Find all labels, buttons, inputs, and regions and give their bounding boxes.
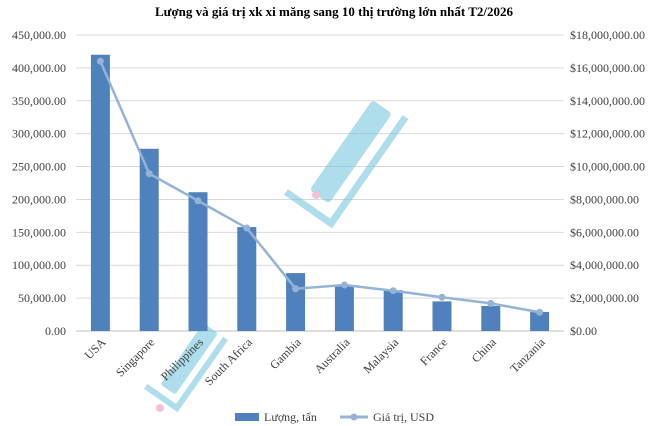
right-tick-label: $10,000,000.00 bbox=[570, 160, 645, 174]
bar-series bbox=[90, 54, 550, 331]
legend-marker-line bbox=[350, 413, 358, 421]
point-australia bbox=[340, 281, 348, 289]
legend-label-bar: Lượng, tấn bbox=[264, 410, 317, 424]
point-china bbox=[487, 299, 495, 307]
right-tick-label: $18,000,000.00 bbox=[570, 28, 645, 42]
legend-label-line: Giá trị, USD bbox=[373, 410, 434, 424]
bar-usa bbox=[90, 54, 110, 331]
x-tick-label: Tanzania bbox=[507, 335, 548, 376]
left-tick-label: 350,000.00 bbox=[12, 94, 66, 108]
point-gambia bbox=[292, 285, 300, 293]
bar-malaysia bbox=[383, 290, 403, 331]
point-tanzania bbox=[536, 308, 544, 316]
point-malaysia bbox=[389, 287, 397, 295]
x-tick-label: Gambia bbox=[267, 335, 304, 372]
left-tick-label: 400,000.00 bbox=[12, 61, 66, 75]
line-series bbox=[96, 57, 544, 316]
bar-philippines bbox=[188, 192, 208, 331]
right-tick-label: $16,000,000.00 bbox=[570, 61, 645, 75]
left-tick-label: 450,000.00 bbox=[12, 28, 66, 42]
x-tick-label: Australia bbox=[312, 335, 353, 376]
left-axis: 0.00 50,000.00 100,000.00 150,000.00 200,000… bbox=[12, 28, 66, 338]
legend-swatch-bar bbox=[235, 413, 259, 421]
right-tick-label: $8,000,000.00 bbox=[570, 192, 639, 206]
right-tick-label: $14,000,000.00 bbox=[570, 94, 645, 108]
bar-china bbox=[481, 306, 501, 331]
right-tick-label: $12,000,000.00 bbox=[570, 127, 645, 141]
bar-tanzania bbox=[530, 311, 550, 331]
left-tick-label: 250,000.00 bbox=[12, 160, 66, 174]
legend: Lượng, tấn Giá trị, USD bbox=[235, 410, 434, 424]
right-tick-label: $4,000,000.00 bbox=[570, 258, 639, 272]
left-tick-label: 100,000.00 bbox=[12, 258, 66, 272]
right-axis: $0.00 $2,000,000.00 $4,000,000.00 $6,000,00… bbox=[570, 28, 645, 338]
value-line bbox=[99, 60, 540, 314]
point-south-africa bbox=[243, 224, 251, 232]
right-tick-label: $2,000,000.00 bbox=[570, 291, 639, 305]
x-tick-label: Singapore bbox=[113, 335, 157, 379]
point-usa bbox=[96, 57, 104, 65]
left-tick-label: 150,000.00 bbox=[12, 225, 66, 239]
x-tick-label: France bbox=[417, 335, 450, 368]
chart-title: Lượng và giá trị xk xi măng sang 10 thị … bbox=[155, 4, 514, 19]
left-tick-label: 200,000.00 bbox=[12, 192, 66, 206]
left-tick-label: 0.00 bbox=[45, 324, 66, 338]
x-tick-label: Malaysia bbox=[360, 335, 401, 376]
point-philippines bbox=[194, 197, 202, 205]
watermark-logo bbox=[143, 101, 409, 413]
point-singapore bbox=[145, 170, 153, 178]
x-tick-label: China bbox=[469, 335, 500, 366]
right-tick-label: $0.00 bbox=[570, 324, 597, 338]
left-tick-label: 300,000.00 bbox=[12, 127, 66, 141]
right-tick-label: $6,000,000.00 bbox=[570, 225, 639, 239]
point-france bbox=[438, 293, 446, 301]
left-tick-label: 50,000.00 bbox=[18, 291, 66, 305]
bar-singapore bbox=[139, 148, 159, 331]
bar-australia bbox=[334, 285, 354, 331]
bar-south-africa bbox=[237, 227, 257, 331]
bar-france bbox=[432, 301, 452, 331]
x-tick-label: USA bbox=[82, 335, 109, 362]
